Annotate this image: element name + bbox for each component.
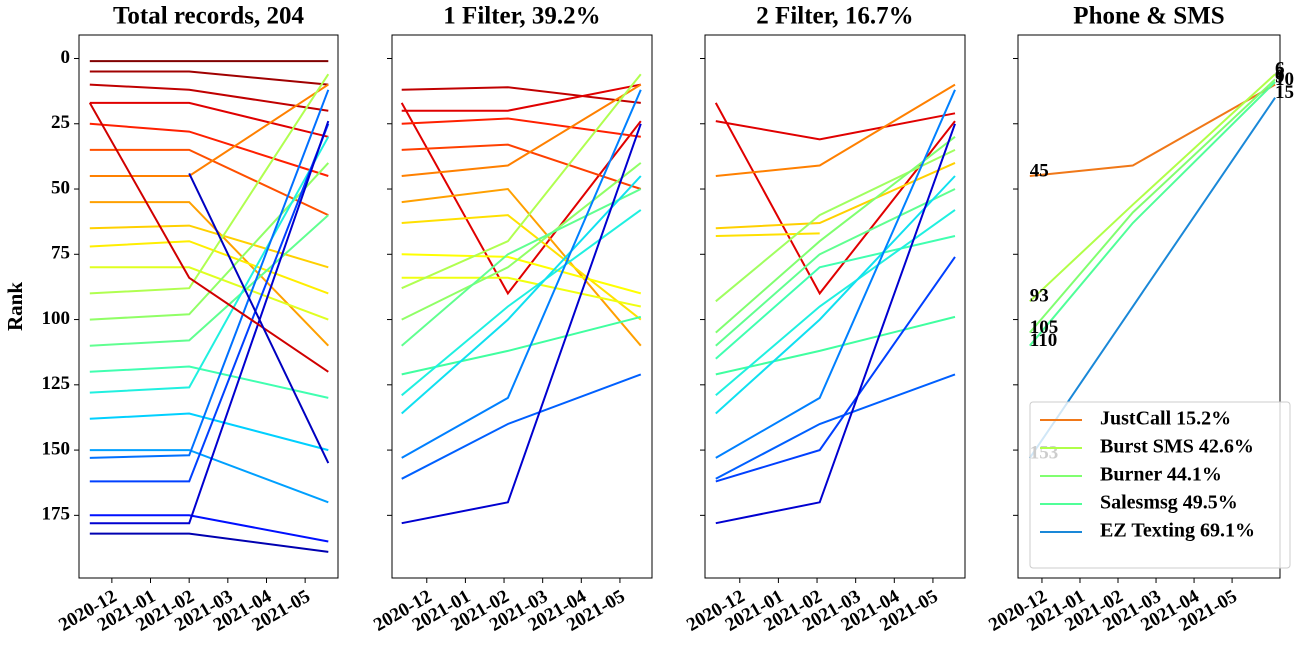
- series-line: [89, 449, 329, 504]
- series-line: [400, 102, 642, 296]
- series-line: [89, 532, 329, 553]
- legend-label: Burst SMS 42.6%: [1100, 436, 1254, 458]
- series-line: [89, 122, 329, 177]
- series-line: [401, 89, 642, 459]
- plot-frame: [391, 34, 653, 579]
- series-line: [89, 266, 329, 321]
- series-line: [401, 83, 641, 112]
- series-line: [401, 117, 641, 138]
- y-tick-label: 0: [61, 47, 71, 68]
- legend-label: Salesmsg 49.5%: [1100, 492, 1238, 514]
- series-line: [401, 162, 642, 321]
- series-line: [89, 514, 329, 543]
- legend-label: Burner 44.1%: [1100, 464, 1222, 486]
- panel: 2 Filter, 16.7%2020-122021-012021-022021…: [683, 3, 966, 636]
- series-line: [401, 253, 642, 295]
- series-line: [89, 148, 329, 217]
- series-line: [188, 172, 330, 464]
- series-line: [89, 201, 330, 347]
- point-label: 45: [1030, 160, 1049, 181]
- series-line: [1029, 81, 1276, 347]
- panel-title: 1 Filter, 39.2%: [443, 3, 600, 30]
- series-line: [715, 112, 956, 141]
- y-tick-label: 150: [42, 438, 71, 459]
- series-line: [89, 83, 329, 177]
- legend-label: EZ Texting 69.1%: [1100, 520, 1255, 542]
- series-line: [89, 83, 329, 112]
- panel-title: Phone & SMS: [1073, 3, 1224, 30]
- series-line: [88, 102, 329, 373]
- series-line: [401, 276, 642, 308]
- legend-label: JustCall 15.2%: [1100, 408, 1231, 430]
- y-tick-label: 50: [51, 177, 70, 198]
- series-line: [401, 143, 642, 190]
- point-label: 8: [1275, 64, 1285, 85]
- series-line: [715, 188, 956, 347]
- series-line: [89, 123, 330, 483]
- y-axis-label: Rank: [3, 282, 27, 331]
- series-line: [715, 235, 956, 360]
- point-label: 15: [1275, 82, 1294, 103]
- series-line: [401, 83, 642, 177]
- series-line: [715, 175, 956, 415]
- series-line: [89, 240, 329, 295]
- y-tick-label: 75: [51, 243, 70, 264]
- series-line: [401, 373, 642, 480]
- series-line: [715, 161, 956, 230]
- series-line: [89, 412, 329, 452]
- series-line: [715, 83, 956, 177]
- panel-title: 2 Filter, 16.7%: [756, 3, 913, 30]
- panel: Total records, 204 Rank 0 25 50 75 100 125 150 17…: [3, 3, 339, 636]
- series-line: [715, 136, 956, 334]
- point-label: 93: [1030, 286, 1049, 307]
- point-label: 110: [1030, 330, 1057, 351]
- series-line: [401, 73, 642, 290]
- series-line: [715, 123, 956, 525]
- point-label: 105: [1030, 317, 1059, 338]
- series-line: [401, 187, 642, 347]
- series-line: [401, 86, 641, 104]
- series-line: [401, 123, 642, 525]
- series-line: [89, 89, 330, 459]
- y-tick-label: 175: [42, 504, 71, 525]
- series-line: [89, 136, 330, 394]
- panel: Phone & SMS2020-122021-012021-022021-032…: [985, 3, 1294, 636]
- series-line: [1029, 73, 1276, 303]
- y-tick-label: 100: [42, 308, 71, 329]
- y-tick-label: 125: [42, 373, 71, 394]
- series-line: [89, 365, 329, 399]
- series-line: [714, 102, 956, 296]
- series-line: [715, 373, 956, 480]
- series-line: [401, 175, 642, 415]
- point-label: 6: [1275, 59, 1285, 80]
- plot-frame: [704, 34, 966, 579]
- series-line: [1029, 78, 1276, 334]
- panel-title: Total records, 204: [113, 3, 304, 30]
- series-line: [715, 232, 820, 237]
- point-label: 10: [1275, 69, 1294, 90]
- series-line: [1029, 83, 1276, 177]
- series-line: [89, 73, 330, 295]
- legend-box: [1029, 401, 1291, 569]
- series-line: [89, 70, 329, 86]
- series-line: [715, 256, 956, 483]
- point-label: 9: [1275, 66, 1285, 87]
- series-line: [401, 188, 642, 347]
- plot-frame: [1017, 34, 1281, 579]
- series-line: [89, 101, 329, 138]
- panel: 1 Filter, 39.2%2020-122021-012021-022021…: [370, 3, 653, 636]
- series-line: [89, 120, 330, 525]
- series-line: [715, 209, 956, 397]
- series-line: [715, 89, 956, 459]
- y-tick-label: 25: [51, 112, 70, 133]
- series-line: [401, 214, 642, 321]
- plot-frame: [78, 34, 339, 579]
- series-line: [401, 209, 642, 397]
